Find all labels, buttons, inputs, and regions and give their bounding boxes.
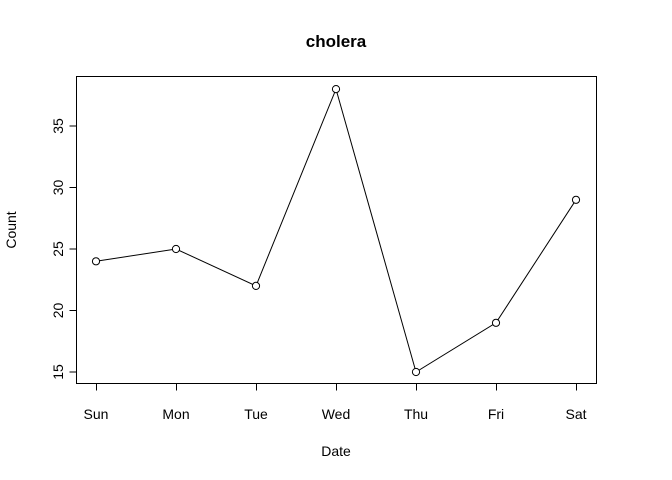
x-tick-label: Mon: [162, 406, 189, 422]
y-tick-label: 30: [50, 180, 66, 196]
x-tick-label: Tue: [244, 406, 268, 422]
y-tick-label: 35: [50, 118, 66, 134]
data-point-wed: [331, 85, 341, 94]
y-axis-label: Count: [3, 211, 19, 248]
series-line: [95, 87, 577, 373]
data-point-sat: [571, 195, 581, 204]
data-point-thu: [411, 367, 421, 377]
y-axis: 15 20 25 30 35: [50, 118, 77, 380]
chart-title: cholera: [306, 32, 367, 51]
x-tick-label: Wed: [322, 406, 351, 422]
y-tick-label: 20: [50, 303, 66, 319]
x-axis: Sun Mon Tue Wed Thu Fri Sat: [84, 383, 587, 422]
x-tick-label: Sun: [84, 406, 109, 422]
x-axis-label: Date: [321, 443, 351, 459]
data-point-tue: [251, 281, 261, 290]
x-tick-label: Thu: [404, 406, 428, 422]
series: [91, 85, 581, 377]
data-point-fri: [491, 318, 501, 327]
x-tick-label: Sat: [565, 406, 586, 422]
y-tick-label: 15: [50, 364, 66, 380]
plot-frame: [76, 76, 597, 384]
x-tick-label: Fri: [488, 406, 504, 422]
y-tick-label: 25: [50, 241, 66, 257]
data-point-mon: [171, 244, 181, 254]
data-point-sun: [91, 257, 101, 266]
